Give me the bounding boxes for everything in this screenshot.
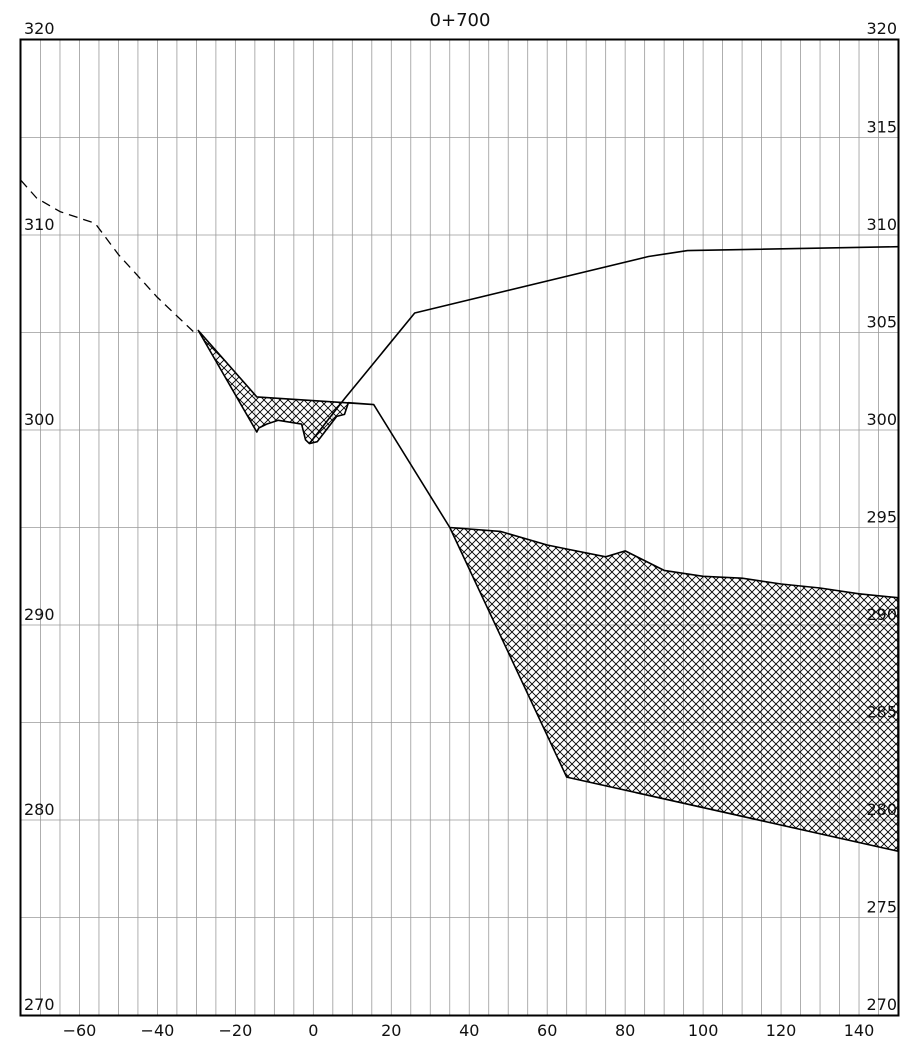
profile-lines (20, 179, 899, 853)
y-tick-label-right: 290 (866, 605, 897, 624)
section-title: 0+700 (430, 10, 491, 31)
y-tick-label-left: 320 (24, 19, 55, 38)
x-tick-label: −60 (63, 1021, 97, 1040)
x-tick-label: 20 (381, 1021, 401, 1040)
y-tick-label-right: 305 (866, 313, 897, 332)
y-tick-label-left: 300 (24, 410, 55, 429)
y-tick-label-right: 270 (866, 995, 897, 1014)
y-tick-label-left: 310 (24, 215, 55, 234)
x-tick-label: −40 (141, 1021, 175, 1040)
y-tick-label-right: 275 (866, 898, 897, 917)
y-tick-label-right: 300 (866, 410, 897, 429)
x-tick-label: 40 (459, 1021, 479, 1040)
x-tick-label: 0 (308, 1021, 318, 1040)
y-tick-label-right: 295 (866, 508, 897, 527)
hatched-earthwork-area (197, 329, 899, 853)
y-tick-label-left: 290 (24, 605, 55, 624)
x-tick-label: 140 (844, 1021, 875, 1040)
x-tick-label: 100 (688, 1021, 719, 1040)
y-tick-label-right: 310 (866, 215, 897, 234)
y-tick-label-left: 270 (24, 995, 55, 1014)
x-tick-label: −20 (218, 1021, 252, 1040)
y-tick-label-right: 280 (866, 800, 897, 819)
design-profile-line (308, 245, 899, 445)
y-tick-label-right: 285 (866, 703, 897, 722)
y-tick-label-right: 315 (866, 118, 897, 137)
y-tick-label-left: 280 (24, 800, 55, 819)
x-tick-label: 60 (537, 1021, 557, 1040)
x-tick-label: 80 (615, 1021, 635, 1040)
existing-ground-dashed-line (20, 179, 197, 335)
y-tick-label-right: 320 (866, 19, 897, 38)
plot-frame (19, 38, 900, 1017)
tick-labels: −60 −40 −20 0 20 40 60 80 100 120 140 320 310 300 290 2… (24, 19, 897, 1040)
x-tick-label: 120 (766, 1021, 797, 1040)
